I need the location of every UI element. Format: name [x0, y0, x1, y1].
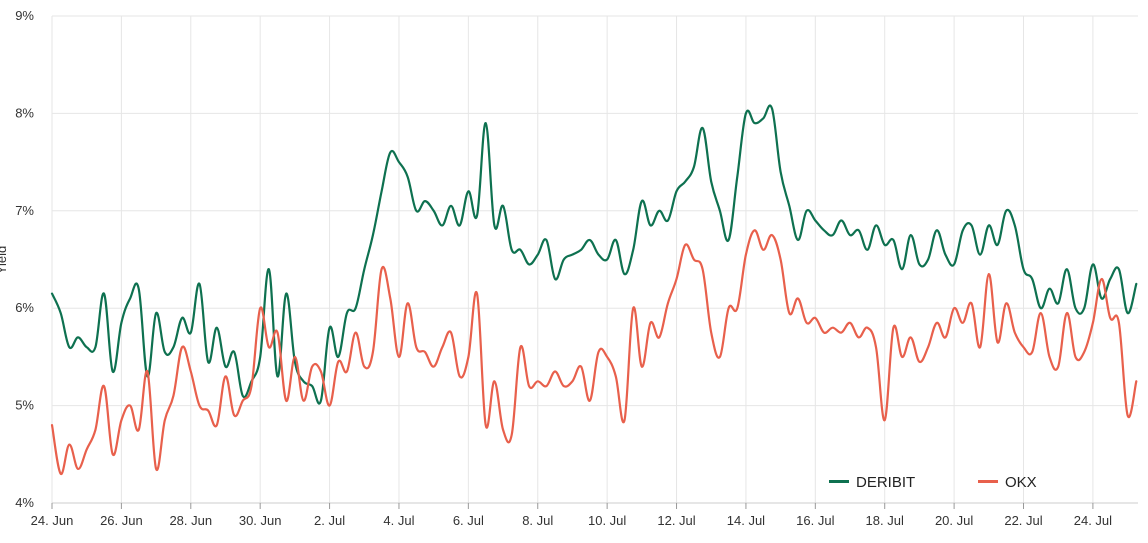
x-tick-label: 26. Jun [100, 513, 143, 528]
grid [51, 15, 1138, 504]
x-axis-ticks: 24. Jun 26. Jun 28. Jun 30. Jun 2. Jul 4. Jul… [31, 503, 1112, 528]
x-tick-label: 22. Jul [1004, 513, 1042, 528]
series-line-okx [50, 229, 1138, 475]
x-tick-label: 2. Jul [314, 513, 345, 528]
y-tick-label: 7% [15, 203, 34, 218]
x-tick-label: 24. Jul [1074, 513, 1112, 528]
legend[interactable]: DERIBIT OKX [829, 474, 1037, 491]
x-tick-label: 18. Jul [866, 513, 904, 528]
y-axis-label: Yield [0, 246, 9, 274]
series-line-deribit [50, 104, 1138, 405]
x-tick-label: 30. Jun [239, 513, 282, 528]
y-tick-label: 4% [15, 495, 34, 510]
series-lines [50, 104, 1138, 475]
x-tick-label: 28. Jun [169, 513, 212, 528]
legend-label-okx: OKX [1005, 474, 1037, 491]
x-tick-label: 16. Jul [796, 513, 834, 528]
y-tick-label: 5% [15, 398, 34, 413]
x-tick-label: 10. Jul [588, 513, 626, 528]
legend-item-okx[interactable]: OKX [978, 474, 1037, 491]
x-tick-label: 24. Jun [31, 513, 74, 528]
x-tick-label: 6. Jul [453, 513, 484, 528]
legend-swatch-deribit [829, 480, 849, 483]
x-tick-label: 4. Jul [383, 513, 414, 528]
y-axis-ticks: 4% 5% 6% 7% 8% 9% [15, 8, 34, 510]
y-tick-label: 9% [15, 8, 34, 23]
x-tick-label: 14. Jul [727, 513, 765, 528]
y-tick-label: 6% [15, 300, 34, 315]
y-tick-label: 8% [15, 105, 34, 120]
x-tick-label: 20. Jul [935, 513, 973, 528]
x-tick-label: 8. Jul [522, 513, 553, 528]
legend-item-deribit[interactable]: DERIBIT [829, 474, 915, 491]
x-tick-label: 12. Jul [657, 513, 695, 528]
legend-swatch-okx [978, 480, 998, 483]
legend-label-deribit: DERIBIT [856, 474, 915, 491]
